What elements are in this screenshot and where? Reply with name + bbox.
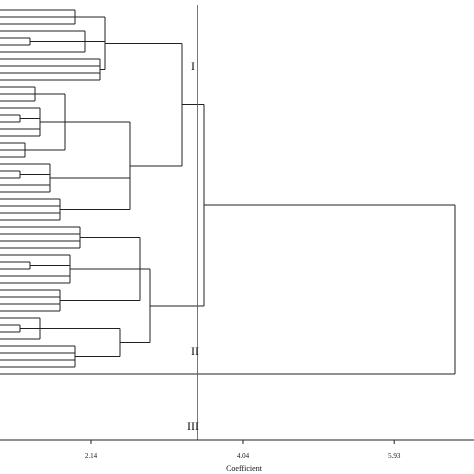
cluster-label-iii: III xyxy=(187,419,199,433)
x-axis-tick-label: 4.04 xyxy=(237,452,250,460)
cluster-labels: I II III xyxy=(187,59,199,433)
dendrogram-tree xyxy=(0,9,456,375)
cluster-label-ii: II xyxy=(191,344,199,358)
x-axis-tick-label: 2.14 xyxy=(85,452,98,460)
x-axis-label: Coefficient xyxy=(226,464,263,473)
x-axis-tick-label: 5.93 xyxy=(388,452,401,460)
x-axis: 2.14 4.04 5.93 Coefficient xyxy=(0,439,474,473)
cluster-label-i: I xyxy=(191,59,195,73)
